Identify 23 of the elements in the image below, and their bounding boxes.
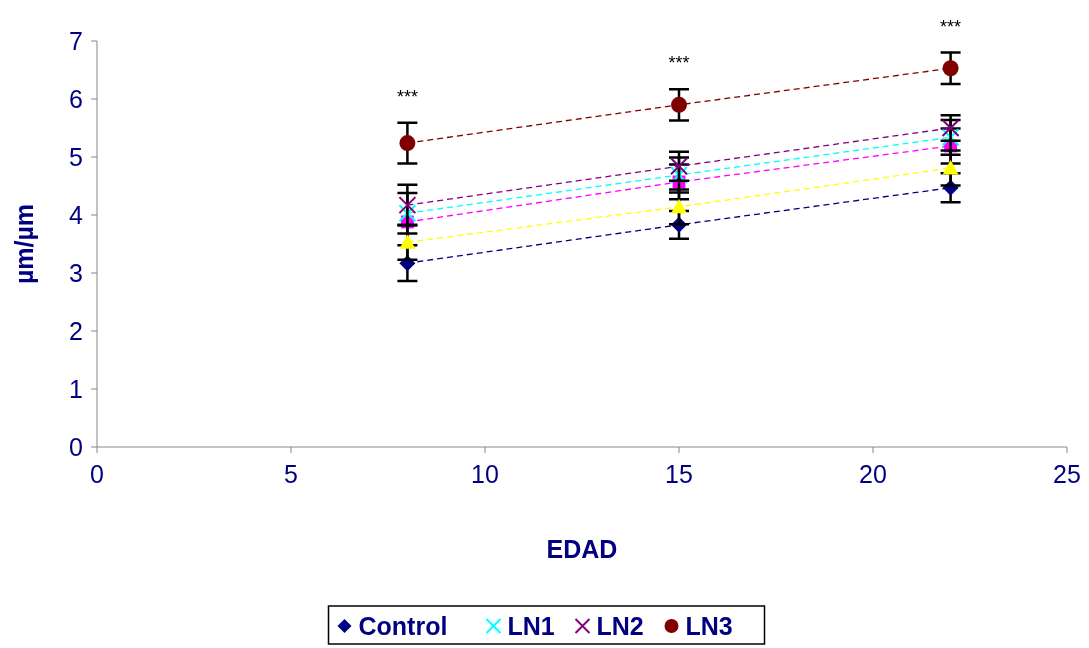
y-tick-label: 6 (69, 84, 83, 113)
x-tick-label: 25 (1053, 460, 1081, 488)
annotation: *** (396, 86, 418, 107)
y-tick-label: 0 (69, 432, 83, 461)
y-tick-label: 2 (69, 316, 83, 345)
text: *** (940, 16, 962, 37)
legend-label: Control (358, 612, 448, 640)
y-tick-label: 4 (69, 200, 84, 229)
legend-label: LN3 (685, 612, 733, 640)
legend-label: LN2 (596, 612, 644, 640)
y-tick-label: 3 (69, 258, 83, 287)
x-tick-label: 10 (471, 460, 499, 488)
y-tick-label: 5 (69, 142, 83, 171)
y-axis-title: µm/µm (10, 203, 38, 285)
annotation: *** (668, 53, 690, 74)
x-tick-label: 20 (859, 460, 887, 488)
y-tick-label: 7 (69, 26, 83, 55)
x-tick-label: 15 (665, 460, 693, 488)
x-tick-label: 5 (284, 460, 298, 488)
legend-label: LN1 (507, 612, 555, 640)
x-axis-title: EDAD (546, 535, 618, 563)
y-tick-label: 1 (69, 374, 83, 403)
x-tick-label: 0 (90, 460, 104, 488)
